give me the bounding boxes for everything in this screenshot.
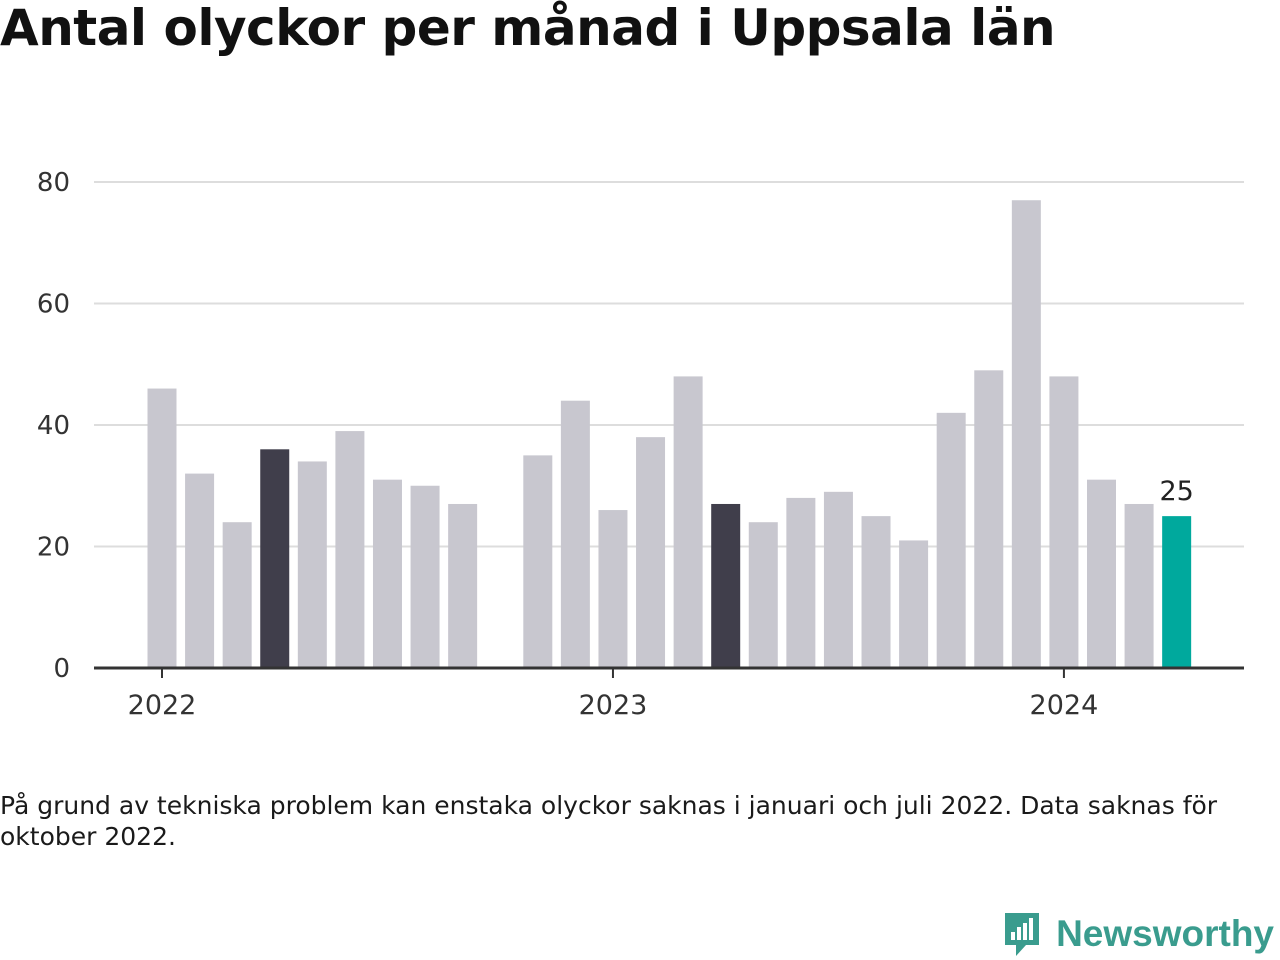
bar [823, 491, 853, 668]
bar [974, 370, 1004, 668]
footnote: På grund av tekniska problem kan enstaka… [0, 791, 1218, 851]
bar-chart: 0 20 40 60 80 2022 2023 2024 25 [37, 168, 1244, 721]
bar [1049, 376, 1079, 668]
bar [936, 412, 966, 668]
bar [861, 516, 891, 668]
bar [673, 376, 703, 668]
bars [147, 200, 1192, 668]
y-tick-label: 40 [37, 411, 70, 441]
brand-logo: Newsworthy [1002, 908, 1274, 960]
newsworthy-logo-icon [1005, 913, 1040, 956]
y-tick-label: 20 [37, 533, 70, 563]
chart-title: Antal olyckor per månad i Uppsala län [0, 0, 1056, 57]
bar [1087, 479, 1116, 668]
bar [147, 388, 177, 668]
bar [1162, 516, 1192, 668]
brand-name: Newsworthy [1056, 913, 1274, 954]
y-axis-labels: 0 20 40 60 80 [37, 168, 70, 684]
bar [448, 503, 478, 668]
y-tick-label: 0 [53, 654, 70, 684]
bar [185, 473, 215, 668]
bar [598, 510, 628, 668]
bar [786, 497, 816, 668]
bar [523, 455, 553, 668]
y-tick-label: 80 [37, 168, 70, 198]
bar [1124, 503, 1154, 668]
bar [1011, 200, 1041, 668]
bar [222, 522, 252, 668]
data-labels: 25 [1159, 476, 1193, 507]
bar [560, 400, 590, 668]
value-label: 25 [1159, 476, 1193, 507]
bar [297, 461, 327, 668]
y-tick-label: 60 [37, 290, 70, 320]
bar [372, 479, 402, 668]
x-tick-label: 2024 [1030, 690, 1099, 721]
bar [899, 540, 929, 668]
x-tick-label: 2022 [128, 690, 197, 721]
bar [711, 503, 741, 668]
bar [748, 522, 778, 668]
x-tick-label: 2023 [579, 690, 648, 721]
x-axis-labels: 2022 2023 2024 [128, 668, 1099, 721]
bar [410, 485, 440, 668]
bar [335, 431, 365, 668]
bar [260, 449, 290, 668]
bar [636, 437, 666, 668]
